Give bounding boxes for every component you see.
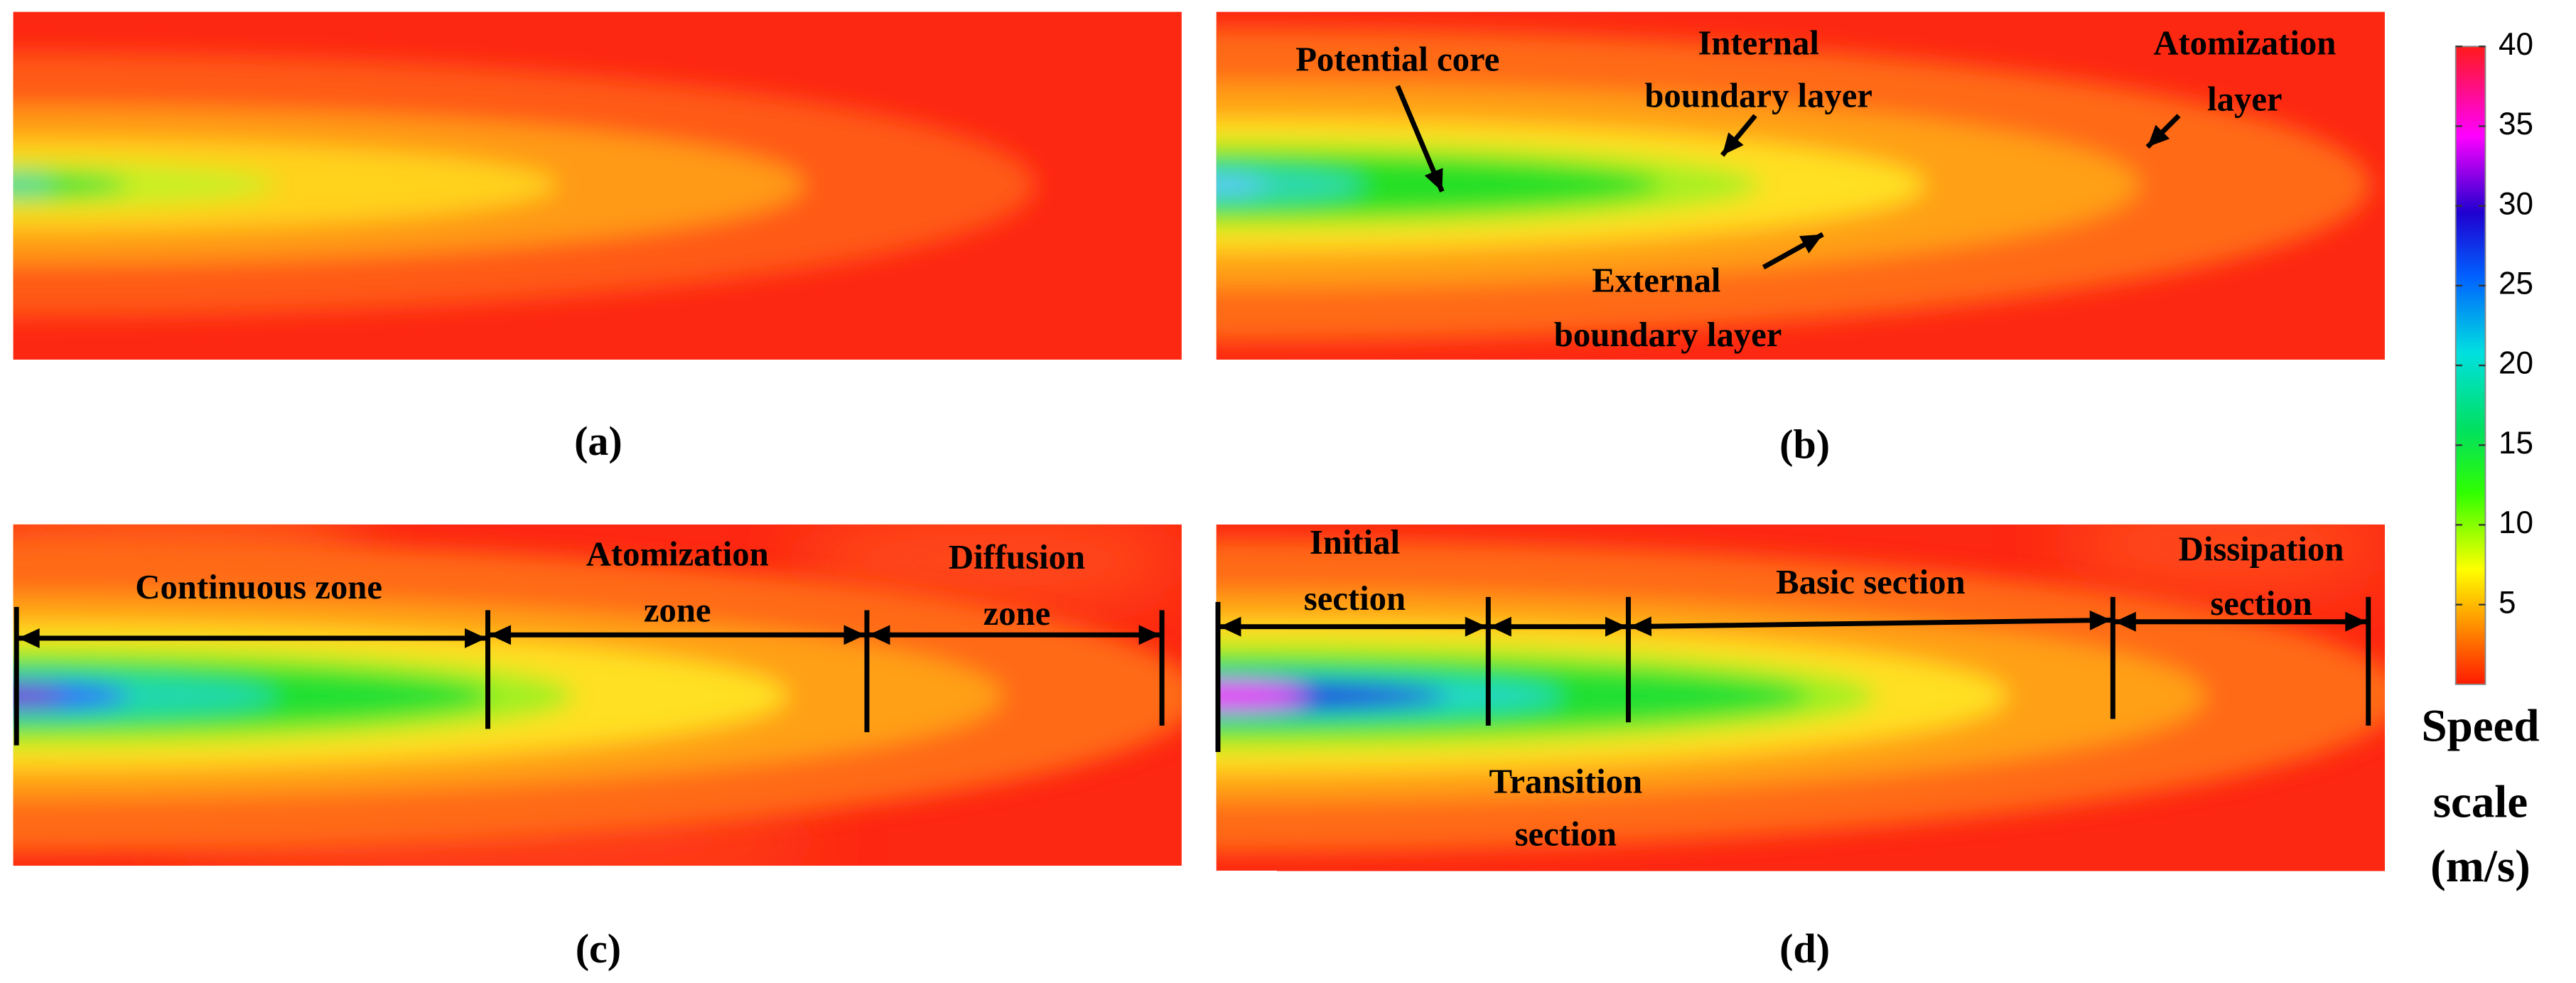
arrow-head <box>1629 616 1652 637</box>
panel-label: (d) <box>1779 925 1830 972</box>
panel-label: (c) <box>576 925 621 972</box>
arrow-head <box>1799 234 1823 254</box>
arrow-head <box>465 628 487 648</box>
jet-plume <box>13 539 1182 853</box>
arrow-head <box>1424 168 1443 192</box>
arrows <box>14 85 2371 752</box>
jet-plume <box>13 53 1035 317</box>
blob <box>2060 524 2385 594</box>
tick-label: 10 <box>2499 505 2533 540</box>
arrow-head <box>489 625 511 645</box>
colorbar-title: Speed <box>2422 701 2540 752</box>
contour-panel <box>13 524 1182 866</box>
tick-label: 15 <box>2499 426 2533 461</box>
tick-label: 30 <box>2499 186 2533 221</box>
arrow-head <box>868 625 890 645</box>
plume-layer <box>13 176 55 193</box>
colorbar-title: scale <box>2433 776 2528 827</box>
blob <box>791 524 1182 611</box>
panel-label: (a) <box>574 418 623 464</box>
arrow-head <box>18 628 40 648</box>
arrow-head <box>1489 616 1511 637</box>
annotation: zone <box>983 594 1051 633</box>
annotation: layer <box>2207 80 2282 118</box>
plume-layer <box>1216 684 1308 708</box>
plume-layer <box>13 171 129 198</box>
contour-panel <box>13 11 1182 360</box>
arrow-head <box>1605 616 1627 637</box>
annotation: Transition <box>1489 762 1643 800</box>
plume-layer <box>13 161 277 208</box>
annotation: Diffusion <box>949 538 1085 576</box>
annotation: External <box>1592 261 1720 299</box>
tick-label: 40 <box>2499 27 2533 62</box>
arrow-head <box>1465 616 1487 637</box>
annotation: boundary layer <box>1554 316 1782 354</box>
annotation: Initial <box>1310 523 1400 562</box>
annotations: Potential core Internal boundary layer A… <box>1295 23 2336 354</box>
annotation: Atomization <box>2153 23 2336 62</box>
tick-label: 25 <box>2499 267 2533 301</box>
plume-layer <box>13 139 557 232</box>
arrow-head <box>2345 611 2367 632</box>
plume-layer <box>1216 175 1266 195</box>
plume-layer <box>1216 168 1365 202</box>
arrow-head <box>844 625 866 645</box>
arrow-head <box>1138 625 1160 645</box>
annotation: Potential core <box>1295 41 1499 79</box>
arrow-head <box>1722 132 1744 156</box>
annotation: Internal <box>1698 23 1818 62</box>
annotation: boundary layer <box>1644 77 1872 115</box>
tick-label: 5 <box>2499 585 2516 620</box>
annotations: Continuous zone Atomization zone Diffusi… <box>135 535 1085 632</box>
annotation: Basic section <box>1776 563 1965 601</box>
arrow-head <box>2147 124 2170 147</box>
colorbar-title: (m/s) <box>2430 841 2531 892</box>
tick-label: 20 <box>2499 346 2533 381</box>
annotation: section <box>1515 815 1617 854</box>
annotation: Dissipation <box>2179 530 2344 568</box>
panel-label: (b) <box>1779 421 1830 468</box>
background-variation <box>2060 524 2385 594</box>
arrow-head <box>1219 616 1241 637</box>
annotation: Continuous zone <box>135 568 382 606</box>
arrow-head <box>2114 611 2136 632</box>
annotation: Atomization <box>586 535 769 573</box>
span-arrow <box>1629 617 2112 630</box>
plume-layer <box>13 686 63 706</box>
arrow-head <box>2089 610 2111 630</box>
annotation: section <box>2210 584 2312 623</box>
annotations: Initial section Basic section Dissipatio… <box>1304 523 2344 854</box>
tick-label: 35 <box>2499 107 2533 141</box>
colorbar-ticks: 5 10 15 20 25 30 35 40 <box>2455 27 2533 620</box>
annotation: section <box>1304 579 1406 618</box>
annotation: zone <box>644 591 711 629</box>
